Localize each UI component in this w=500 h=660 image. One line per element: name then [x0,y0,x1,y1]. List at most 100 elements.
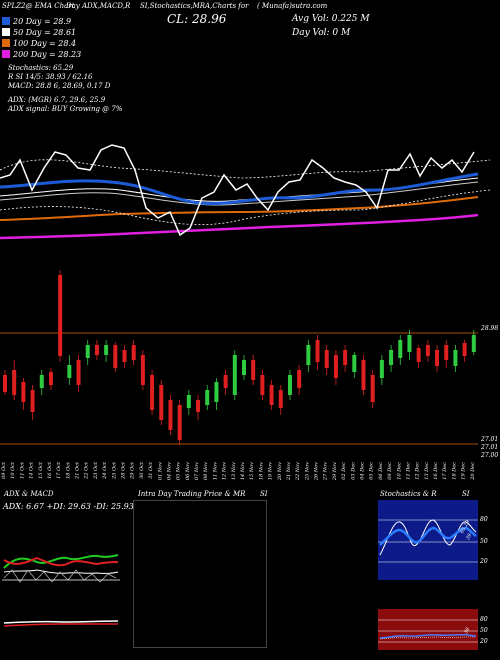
date-tick-label: 17 Dec [442,462,448,480]
header-line-left: SPLZ2@ EMA Chart [2,2,75,10]
candle-body [389,350,394,365]
date-tick-label: 20 Nov [277,462,283,480]
date-tick-label: 18 Nov [258,462,264,480]
candle-body [435,350,440,366]
date-tick-label: 26 Nov [314,462,320,480]
date-tick-label: 28 Oct [121,461,127,480]
date-tick-label: 25 Oct [111,461,117,480]
header-line-mid3: A,Charts for [205,2,249,10]
candle-body [21,382,26,402]
day-volume-label: Day Vol: 0 M [292,28,351,38]
legend-item-ema50: 50 Day = 28.61 [2,28,76,37]
candle-body [453,350,458,366]
candle-body [333,355,338,378]
candle-body [361,360,366,390]
legend-swatch [2,50,10,58]
candle-body [232,355,237,395]
candle-body [260,375,265,395]
adx-macd-panel: ADX: 6.67 +DI: 29.63 -DI: 25.93 [2,500,134,650]
header-line-mid2: SI,Stochastics,MR [140,2,206,10]
candle-body [324,350,329,368]
macd-line [3,620,119,624]
intraday-panel [133,500,267,648]
rsi-line [379,633,477,639]
stochastics-chart-background [378,500,478,580]
plus-di-line [3,554,119,569]
candle-body [306,345,311,365]
stoch-panel-title-2: SI [462,490,470,498]
date-tick-label: 04 Dec [360,462,366,480]
date-tick-label: 09 Dec [387,462,393,480]
minus-di-line [3,556,119,567]
candle-body [85,345,90,358]
price-label-upper: 28.98 [481,325,499,332]
date-axis: 09 Oct 10 Oct 11 Oct 14 Oct 15 Oct 16 Oct 17 O… [1,461,476,480]
date-tick-label: 05 Nov [176,462,182,480]
legend-swatch [2,39,10,47]
candle-body [30,390,35,412]
date-tick-label: 10 Oct [10,461,16,479]
date-tick-label: 15 Oct [38,461,44,479]
legend-item-ema100: 100 Day = 28.4 [2,39,76,48]
legend-swatch [2,17,10,25]
date-tick-label: 29 Nov [332,462,338,480]
date-tick-label: 05 Dec [369,462,375,480]
date-tick-label: 13 Dec [424,462,430,480]
candle-body [131,345,136,360]
candle-body [140,355,145,385]
candle-body [67,365,72,378]
date-tick-label: 22 Nov [295,462,301,480]
candle-body [168,400,173,430]
rsi-axis-50: 50 [480,627,488,634]
candle-body [58,275,63,356]
candle-body [278,390,283,408]
ema-lines [0,144,491,240]
candle-body [186,395,191,408]
legend-item-ema200: 200 Day = 28.23 [2,50,81,59]
rsi-value: R SI 14/5: 38.93 / 62.16 [8,73,93,81]
ema200-line [0,213,479,240]
date-tick-label: 29 Oct [130,461,136,480]
adx-panel-title: ADX & MACD [4,490,54,498]
price-label-lower-1: 27.01 [481,436,499,443]
bollinger-lower-line [0,189,491,226]
date-tick-label: 17 Oct [56,461,62,479]
adx-value: ADX: (MGR) 6.7, 29.6, 25.9 [8,96,106,104]
candle-body [425,345,430,356]
date-tick-label: 15 Nov [249,462,255,480]
date-tick-label: 06 Nov [185,462,191,480]
price-line [0,144,475,237]
candle-body [48,372,53,385]
adx-line [3,569,119,574]
candle-body [3,375,7,392]
date-tick-label: 30 Oct [139,461,145,479]
legend-item-ema20: 20 Day = 28.9 [2,17,71,26]
candle-body [223,375,228,388]
date-tick-label: 27 Nov [323,462,329,480]
candle-body [76,360,81,385]
macd-signal-line [3,623,118,627]
macd-value: MACD: 28.8 6, 28.69, 0.17 D [8,82,111,90]
candlesticks [3,270,476,445]
legend-swatch [2,28,10,36]
stoch-panel-title: Stochastics & R [380,490,437,498]
adx-signal: ADX signal: BUY Growing @ 7% [8,105,123,113]
candle-body [104,345,109,355]
candle-body [159,385,164,420]
candle-body [12,370,17,395]
candle-body [214,382,219,402]
date-tick-label: 12 Nov [222,462,228,480]
rsi-axis-20: 20 [480,638,488,645]
rsi-axis-80: 80 [480,616,488,623]
header-line-mid1: Day ADX,MACD,R [66,2,131,10]
candle-body [39,375,44,388]
date-tick-label: 16 Dec [433,462,439,480]
candle-body [352,355,357,372]
candle-body [177,405,182,440]
avg-volume-label: Avg Vol: 0.225 M [292,14,370,24]
adx-oscillator-line [3,569,117,583]
price-label-lower-3: 27.00 [481,452,499,459]
stoch-axis-50: 50 [480,538,488,545]
adx-panel-values: ADX: 6.67 +DI: 29.63 -DI: 25.93 [3,502,134,511]
date-tick-label: 31 Oct [148,461,154,479]
